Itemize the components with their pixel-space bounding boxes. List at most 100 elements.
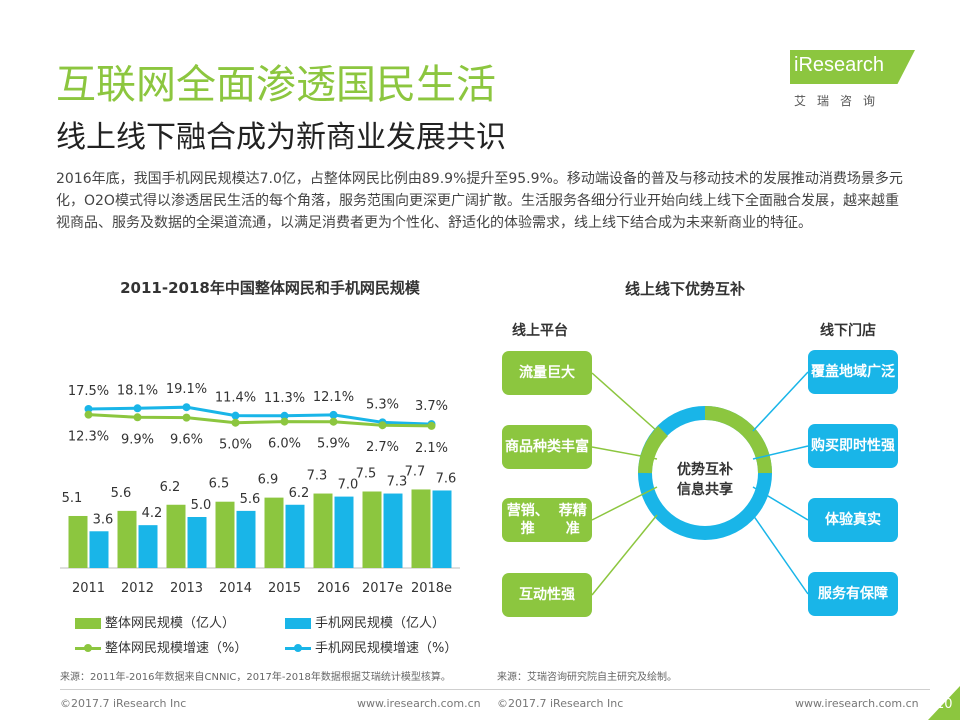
footer-divider [60, 689, 930, 690]
bar-value-label: 4.2 [142, 506, 163, 521]
pill-line: 广泛 [867, 364, 895, 380]
bar-value-label: 5.6 [240, 492, 261, 507]
legend-label: 整体网民规模增速（%） [105, 641, 248, 656]
pill-line: 商品种类 [505, 439, 561, 455]
offline-advantage-item: 体验真实 [808, 498, 898, 542]
bar-value-label: 6.2 [160, 480, 181, 495]
pill-line: 体验真实 [825, 512, 881, 528]
center-ring-green-arc [704, 406, 772, 474]
line-point [133, 413, 142, 422]
center-ring-green-arc [638, 426, 669, 474]
line-value-label: 9.9% [121, 432, 154, 447]
line-value-label: 5.3% [366, 397, 399, 412]
bar [285, 504, 305, 568]
pill-line: 互动性强 [519, 587, 575, 603]
line-point [84, 410, 93, 419]
chart-title: 2011-2018年中国整体网民和手机网民规模 [120, 279, 420, 297]
line-value-label: 18.1% [117, 383, 158, 398]
legend-label: 手机网民规模增速（%） [315, 641, 458, 656]
x-tick-label: 2018e [411, 581, 452, 596]
line-value-label: 3.7% [415, 399, 448, 414]
center-line: 信息共享 [677, 482, 733, 498]
bar [187, 517, 207, 568]
offline-advantage-item: 覆盖地域 广泛 [808, 350, 898, 394]
legend-swatch [285, 618, 311, 629]
legend-label: 手机网民规模（亿人） [315, 616, 446, 631]
diagram-title: 线上线下优势互补 [624, 280, 745, 298]
bar-value-label: 5.6 [111, 486, 132, 501]
line-point [378, 421, 387, 430]
bar-value-label: 6.2 [289, 486, 310, 501]
line-point [280, 411, 289, 420]
bar-value-label: 6.9 [258, 473, 279, 488]
line-point [329, 410, 338, 419]
line-point [84, 404, 93, 413]
bar [166, 504, 186, 568]
connector-line [752, 371, 809, 432]
series-line [88, 405, 432, 426]
bar-value-label: 5.0 [191, 498, 212, 513]
bar [117, 510, 137, 568]
line-value-label: 5.9% [317, 437, 350, 452]
pill-line: 性强 [867, 438, 895, 454]
source-left: 来源：2011年-2016年数据来自CNNIC，2017年-2018年数据根据艾… [60, 672, 451, 683]
bar-value-label: 6.5 [209, 477, 230, 492]
line-value-label: 6.0% [268, 437, 301, 452]
line-value-label: 2.7% [366, 440, 399, 455]
x-tick-label: 2014 [219, 581, 252, 596]
bar-value-label: 7.6 [436, 471, 457, 486]
bar [383, 493, 403, 568]
line-value-label: 19.1% [166, 382, 207, 397]
page-number: 10 [936, 697, 953, 712]
logo-text: iResearch [794, 54, 885, 76]
footer-url-left: www.iresearch.com.cn [357, 697, 481, 710]
bar [138, 525, 158, 568]
bar [215, 501, 235, 568]
pill-line: 障 [874, 586, 888, 602]
online-advantage-item: 互动性强 [502, 573, 592, 617]
legend-swatch [75, 618, 101, 629]
footer-copyright-left: ©2017.7 iResearch Inc [60, 697, 187, 710]
logo-subtext: 艾瑞咨询 [794, 94, 887, 108]
page-title: 互联网全面渗透国民生活 [56, 62, 496, 108]
line-point [182, 413, 191, 422]
line-value-label: 12.1% [313, 390, 354, 405]
offline-advantage-item: 购买即时 性强 [808, 424, 898, 468]
bar [264, 497, 284, 568]
pill-line: 服务有保 [818, 586, 874, 602]
pill-line: 覆盖地域 [811, 364, 867, 380]
page-subtitle: 线上线下融合成为新商业发展共识 [56, 120, 506, 155]
diagram-center-text: 优势互补 信息共享 [650, 460, 760, 500]
line-value-label: 11.4% [215, 391, 256, 406]
legend-item-mobile-growth: 手机网民规模增速（%） [285, 637, 457, 656]
line-point [427, 421, 436, 430]
line-value-label: 9.6% [170, 433, 203, 448]
x-tick-label: 2013 [170, 581, 203, 596]
connector-line [591, 446, 658, 460]
pill-line: 流量巨大 [519, 365, 575, 381]
pill-line: 购买即时 [811, 438, 867, 454]
footer-copyright-right: ©2017.7 iResearch Inc [497, 697, 624, 710]
x-tick-label: 2015 [268, 581, 301, 596]
legend-item-overall-growth: 整体网民规模增速（%） [75, 637, 247, 656]
line-point [231, 418, 240, 427]
connector-line [752, 445, 809, 460]
x-tick-label: 2012 [121, 581, 154, 596]
bar-value-label: 7.3 [387, 475, 408, 490]
line-value-label: 17.5% [68, 384, 109, 399]
line-value-label: 2.1% [415, 441, 448, 456]
offline-heading: 线下门店 [820, 323, 876, 339]
logo-tab-shape [790, 50, 915, 84]
iresearch-logo: iResearch 艾瑞咨询 [790, 50, 930, 110]
connector-line [591, 486, 658, 521]
pill-line: 营销、推 [506, 503, 549, 537]
bar-value-label: 7.0 [338, 478, 359, 493]
bar-value-label: 3.6 [93, 512, 114, 527]
x-tick-label: 2017e [362, 581, 403, 596]
bar-value-label: 7.5 [356, 467, 377, 482]
legend-swatch [75, 643, 101, 654]
online-advantage-item: 流量巨大 [502, 351, 592, 395]
line-point [231, 411, 240, 420]
source-right: 来源：艾瑞咨询研究院自主研究及绘制。 [497, 672, 677, 683]
legend-item-overall-bar: 整体网民规模（亿人） [75, 612, 235, 631]
